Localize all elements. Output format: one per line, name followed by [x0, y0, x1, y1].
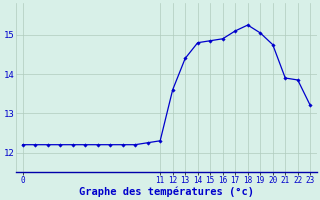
X-axis label: Graphe des températures (°c): Graphe des températures (°c)	[79, 186, 254, 197]
